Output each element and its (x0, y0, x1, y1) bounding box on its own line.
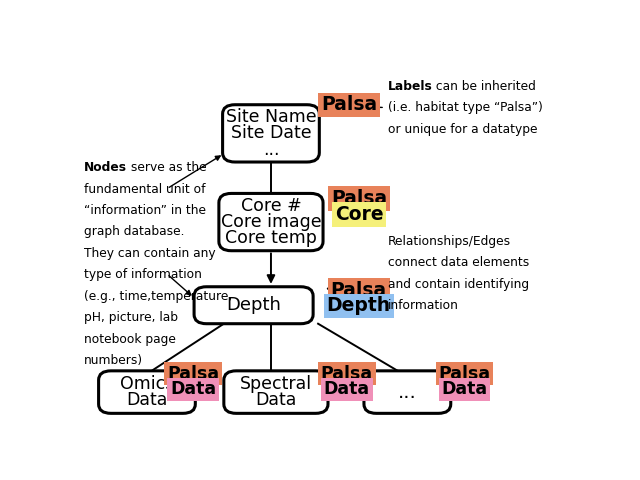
Text: Core: Core (335, 205, 383, 224)
Text: numbers): numbers) (84, 354, 143, 367)
Text: Palsa: Palsa (167, 365, 219, 383)
Text: can be inherited: can be inherited (432, 80, 536, 93)
Text: Core temp: Core temp (225, 229, 317, 247)
Text: “information” in the: “information” in the (84, 204, 206, 217)
Text: information: information (388, 300, 458, 312)
Text: notebook page: notebook page (84, 333, 176, 346)
Text: Data: Data (442, 380, 488, 398)
Text: serve as the: serve as the (127, 161, 207, 174)
Text: Core image: Core image (221, 213, 321, 231)
Text: Palsa: Palsa (321, 365, 373, 383)
Text: (i.e. habitat type “Palsa”): (i.e. habitat type “Palsa”) (388, 101, 542, 114)
Text: They can contain any: They can contain any (84, 247, 216, 260)
Text: Palsa: Palsa (331, 281, 387, 300)
FancyBboxPatch shape (219, 193, 323, 251)
FancyBboxPatch shape (224, 371, 328, 413)
Text: ...: ... (398, 383, 417, 402)
Text: and contain identifying: and contain identifying (388, 278, 529, 291)
Text: Palsa: Palsa (438, 365, 490, 383)
Text: Data: Data (255, 391, 296, 409)
Text: or unique for a datatype: or unique for a datatype (388, 123, 537, 136)
Text: Palsa: Palsa (331, 189, 387, 208)
Text: Core #: Core # (241, 197, 301, 215)
Text: Data: Data (126, 391, 168, 409)
Text: ...: ... (262, 141, 279, 158)
FancyBboxPatch shape (99, 371, 195, 413)
Text: Spectral: Spectral (240, 375, 312, 393)
Text: Depth: Depth (326, 297, 391, 315)
Text: Nodes: Nodes (84, 161, 127, 174)
Text: connect data elements: connect data elements (388, 256, 529, 269)
Text: Relationships/Edges: Relationships/Edges (388, 235, 511, 248)
Text: (e.g., time,temperature,: (e.g., time,temperature, (84, 290, 232, 303)
FancyBboxPatch shape (223, 105, 319, 162)
Text: pH, picture, lab: pH, picture, lab (84, 311, 178, 324)
Text: type of information: type of information (84, 268, 202, 281)
Text: graph database.: graph database. (84, 226, 184, 239)
Text: fundamental unit of: fundamental unit of (84, 182, 205, 195)
Text: Depth: Depth (226, 296, 281, 314)
FancyBboxPatch shape (364, 371, 451, 413)
Text: Site Name: Site Name (226, 108, 316, 126)
Text: Data: Data (324, 380, 370, 398)
Text: Data: Data (170, 380, 216, 398)
Text: Site Date: Site Date (230, 124, 311, 143)
FancyBboxPatch shape (194, 287, 313, 324)
Text: Palsa: Palsa (321, 96, 377, 114)
Text: Labels: Labels (388, 80, 432, 93)
Text: Omics: Omics (120, 375, 174, 393)
